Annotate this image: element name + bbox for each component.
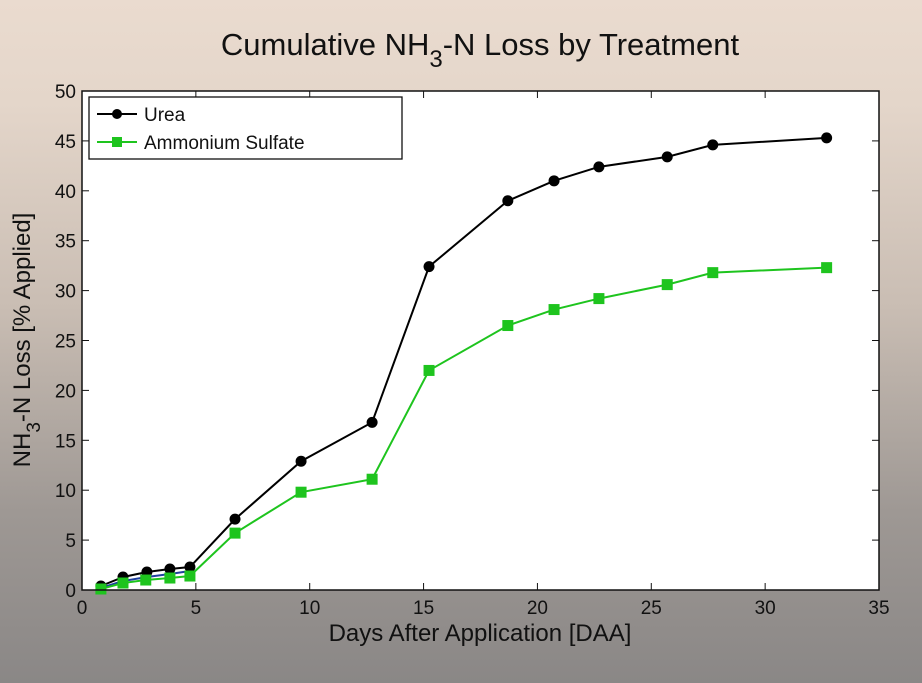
data-point-ammonium-sulfate (707, 267, 719, 279)
data-point-urea (295, 455, 307, 467)
data-point-ammonium-sulfate (295, 486, 307, 498)
y-tick-label: 30 (55, 282, 76, 303)
legend: Urea Ammonium Sulfate (88, 96, 403, 160)
legend-label-ammonium-sulfate: Ammonium Sulfate (144, 133, 305, 154)
data-point-ammonium-sulfate (593, 293, 605, 305)
y-tick-label: 35 (55, 232, 76, 253)
y-tick-label: 15 (55, 431, 76, 452)
legend-marker-urea (112, 109, 122, 119)
y-tick-label: 10 (55, 481, 76, 502)
data-point-urea (164, 563, 176, 575)
x-tick-label: 20 (527, 598, 548, 619)
data-point-urea (229, 513, 241, 525)
y-tick-label: 0 (65, 581, 76, 602)
y-tick-label: 45 (55, 132, 76, 153)
x-tick-label: 25 (641, 598, 662, 619)
data-point-ammonium-sulfate (661, 279, 673, 291)
data-point-ammonium-sulfate (548, 304, 560, 316)
data-point-urea (184, 561, 196, 573)
x-tick-label: 5 (191, 598, 202, 619)
plot-frame (81, 90, 880, 591)
data-point-urea (548, 175, 560, 187)
x-tick-label: 35 (868, 598, 889, 619)
data-point-ammonium-sulfate (423, 364, 435, 376)
data-point-ammonium-sulfate (95, 583, 107, 595)
data-point-ammonium-sulfate (140, 574, 152, 586)
legend-box (88, 96, 403, 160)
data-point-ammonium-sulfate (184, 570, 196, 582)
data-point-urea (423, 261, 435, 273)
data-point-ammonium-sulfate (366, 473, 378, 485)
x-axis-label: Days After Application [DAA] (329, 620, 632, 647)
x-tick-label: 10 (299, 598, 320, 619)
chart-title: Cumulative NH3-N Loss by Treatment (221, 27, 740, 73)
data-point-urea (593, 161, 605, 173)
data-point-ammonium-sulfate (502, 320, 514, 332)
y-axis-label: NH3-N Loss [% Applied] (9, 213, 45, 468)
data-point-urea (366, 416, 378, 428)
y-tick-label: 25 (55, 332, 76, 353)
x-tick-label: 15 (413, 598, 434, 619)
y-tick-label: 20 (55, 381, 76, 402)
x-tick-label: 30 (755, 598, 776, 619)
data-point-urea (707, 139, 719, 151)
y-tick-label: 50 (55, 82, 76, 103)
data-point-urea (502, 195, 514, 207)
data-point-ammonium-sulfate (164, 572, 176, 584)
data-point-urea (821, 132, 833, 144)
y-tick-label: 5 (65, 531, 76, 552)
data-point-ammonium-sulfate (821, 262, 833, 274)
data-point-urea (661, 151, 673, 163)
x-tick-label: 0 (77, 598, 88, 619)
data-point-ammonium-sulfate (229, 527, 241, 539)
legend-marker-ammonium-sulfate (112, 137, 122, 147)
y-tick-label: 40 (55, 182, 76, 203)
legend-label-urea: Urea (144, 105, 186, 126)
data-point-ammonium-sulfate (117, 577, 129, 589)
